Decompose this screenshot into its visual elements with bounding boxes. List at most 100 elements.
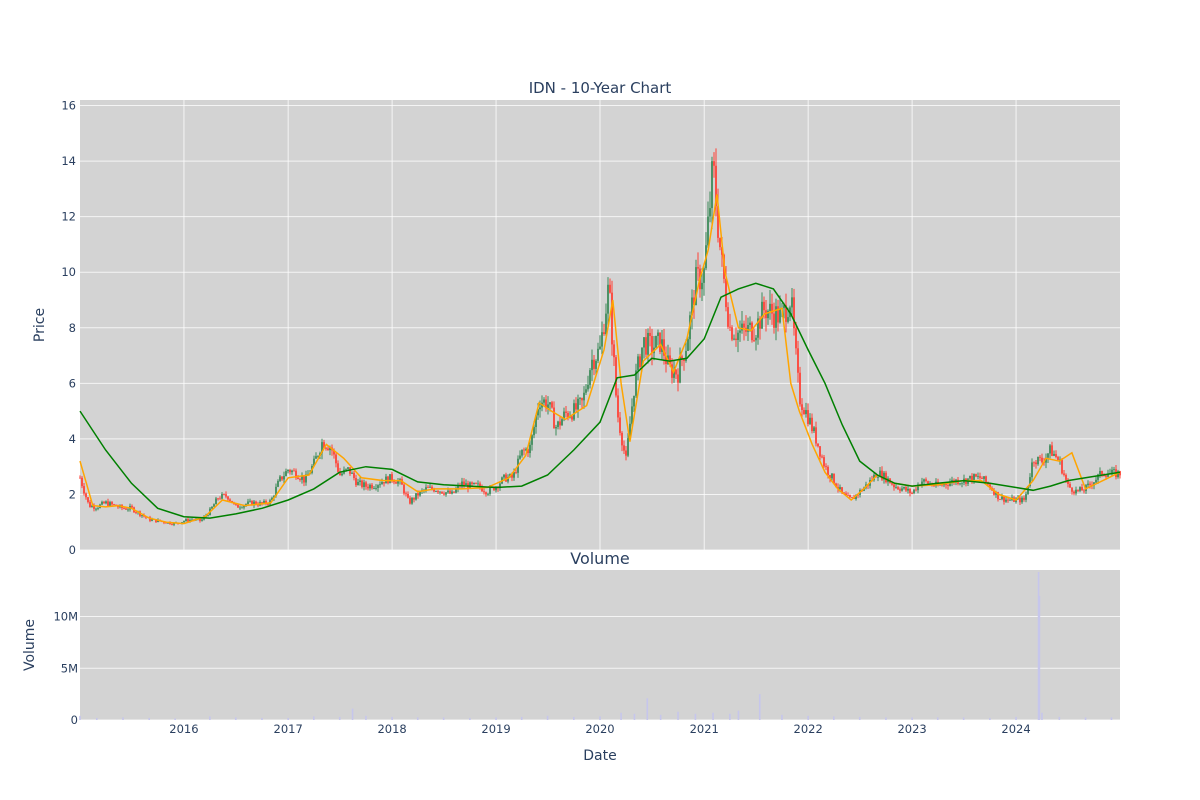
candle-body (271, 497, 273, 501)
candle-body (565, 411, 567, 413)
candle-body (85, 493, 87, 498)
candle-body (555, 427, 557, 429)
candle-body (415, 493, 417, 500)
volume-bar (659, 714, 662, 720)
volume-bar (694, 713, 697, 720)
candle-body (645, 337, 647, 355)
candle-body (591, 359, 593, 371)
candle-body (843, 492, 845, 494)
candle-body (221, 494, 223, 499)
candle-body (215, 498, 217, 505)
candle-body (1073, 491, 1075, 494)
volume-bar (807, 715, 809, 720)
volume-bar (620, 712, 622, 720)
candle-body (933, 485, 935, 487)
candle-body (519, 455, 521, 459)
candle-body (687, 339, 689, 351)
candle-body (993, 490, 995, 495)
candle-body (733, 338, 735, 340)
candle-body (827, 466, 829, 476)
candle-body (795, 328, 797, 349)
volume-bar (546, 715, 549, 720)
candle-body (1051, 445, 1053, 456)
candle-body (289, 470, 291, 473)
candle-body (1089, 483, 1091, 485)
candle-body (923, 479, 925, 482)
candle-body (761, 301, 763, 329)
candle-body (691, 297, 693, 316)
candle-body (849, 495, 851, 498)
candle-body (881, 470, 883, 480)
volume-bar (1058, 716, 1061, 720)
candle-body (427, 487, 429, 489)
price-y-tick-label: 0 (69, 543, 76, 557)
candle-body (877, 476, 879, 478)
candle-body (921, 481, 923, 485)
candle-body (825, 466, 827, 468)
candle-body (111, 502, 113, 505)
candle-body (989, 484, 991, 489)
candle-body (217, 498, 219, 500)
candle-body (557, 421, 559, 428)
candle-body (811, 417, 813, 432)
candle-body (435, 491, 437, 492)
x-tick-label: 2016 (169, 722, 198, 736)
volume-bar (758, 694, 761, 720)
candle-body (1049, 445, 1051, 454)
candle-body (375, 488, 377, 489)
candle-body (101, 501, 103, 505)
candle-body (425, 487, 427, 490)
candle-body (757, 318, 759, 338)
candle-body (515, 472, 517, 473)
candle-body (715, 165, 717, 207)
candle-body (775, 306, 777, 328)
candle-body (337, 463, 339, 472)
candle-body (1007, 499, 1009, 501)
candle-body (1105, 475, 1107, 477)
candle-body (281, 476, 283, 480)
volume-bar (469, 717, 471, 720)
candle-body (237, 504, 239, 508)
x-axis-label: Date (583, 748, 616, 764)
candle-body (211, 506, 213, 509)
candle-body (969, 475, 971, 479)
candle-body (255, 501, 257, 505)
candle-body (771, 303, 773, 314)
candle-body (135, 512, 137, 513)
candle-body (721, 247, 723, 255)
candle-body (449, 490, 451, 494)
candle-body (287, 470, 289, 472)
candle-body (207, 515, 209, 516)
candle-body (683, 359, 685, 361)
volume-y-tick-label: 0 (71, 713, 78, 727)
candle-body (1047, 453, 1049, 458)
candle-body (417, 493, 419, 496)
candle-body (711, 161, 713, 209)
price-panel: 0 2 4 6 8 10 12 14 16 IDN - 10-Year Chart Price (32, 79, 1121, 557)
candle-body (663, 339, 665, 356)
candle-body (797, 348, 799, 373)
candle-body (927, 481, 929, 484)
candle-body (229, 499, 231, 501)
candle-body (265, 500, 267, 504)
candle-body (577, 398, 579, 410)
candle-body (187, 519, 189, 522)
candle-body (391, 474, 393, 481)
candle-body (579, 398, 581, 399)
candle-body (333, 450, 335, 455)
candle-body (753, 340, 755, 342)
candle-body (947, 485, 949, 486)
candle-body (367, 486, 369, 489)
price-y-tick-label: 12 (61, 210, 76, 224)
candle-body (961, 482, 963, 484)
candle-body (239, 507, 241, 509)
candle-body (583, 392, 585, 401)
candle-body (627, 438, 629, 456)
candle-body (325, 447, 327, 449)
candle-body (589, 370, 591, 385)
x-tick-label: 2017 (274, 722, 303, 736)
candle-body (283, 476, 285, 480)
x-tick-label: 2022 (794, 722, 823, 736)
volume-bar (1038, 595, 1041, 720)
candle-body (851, 497, 853, 499)
